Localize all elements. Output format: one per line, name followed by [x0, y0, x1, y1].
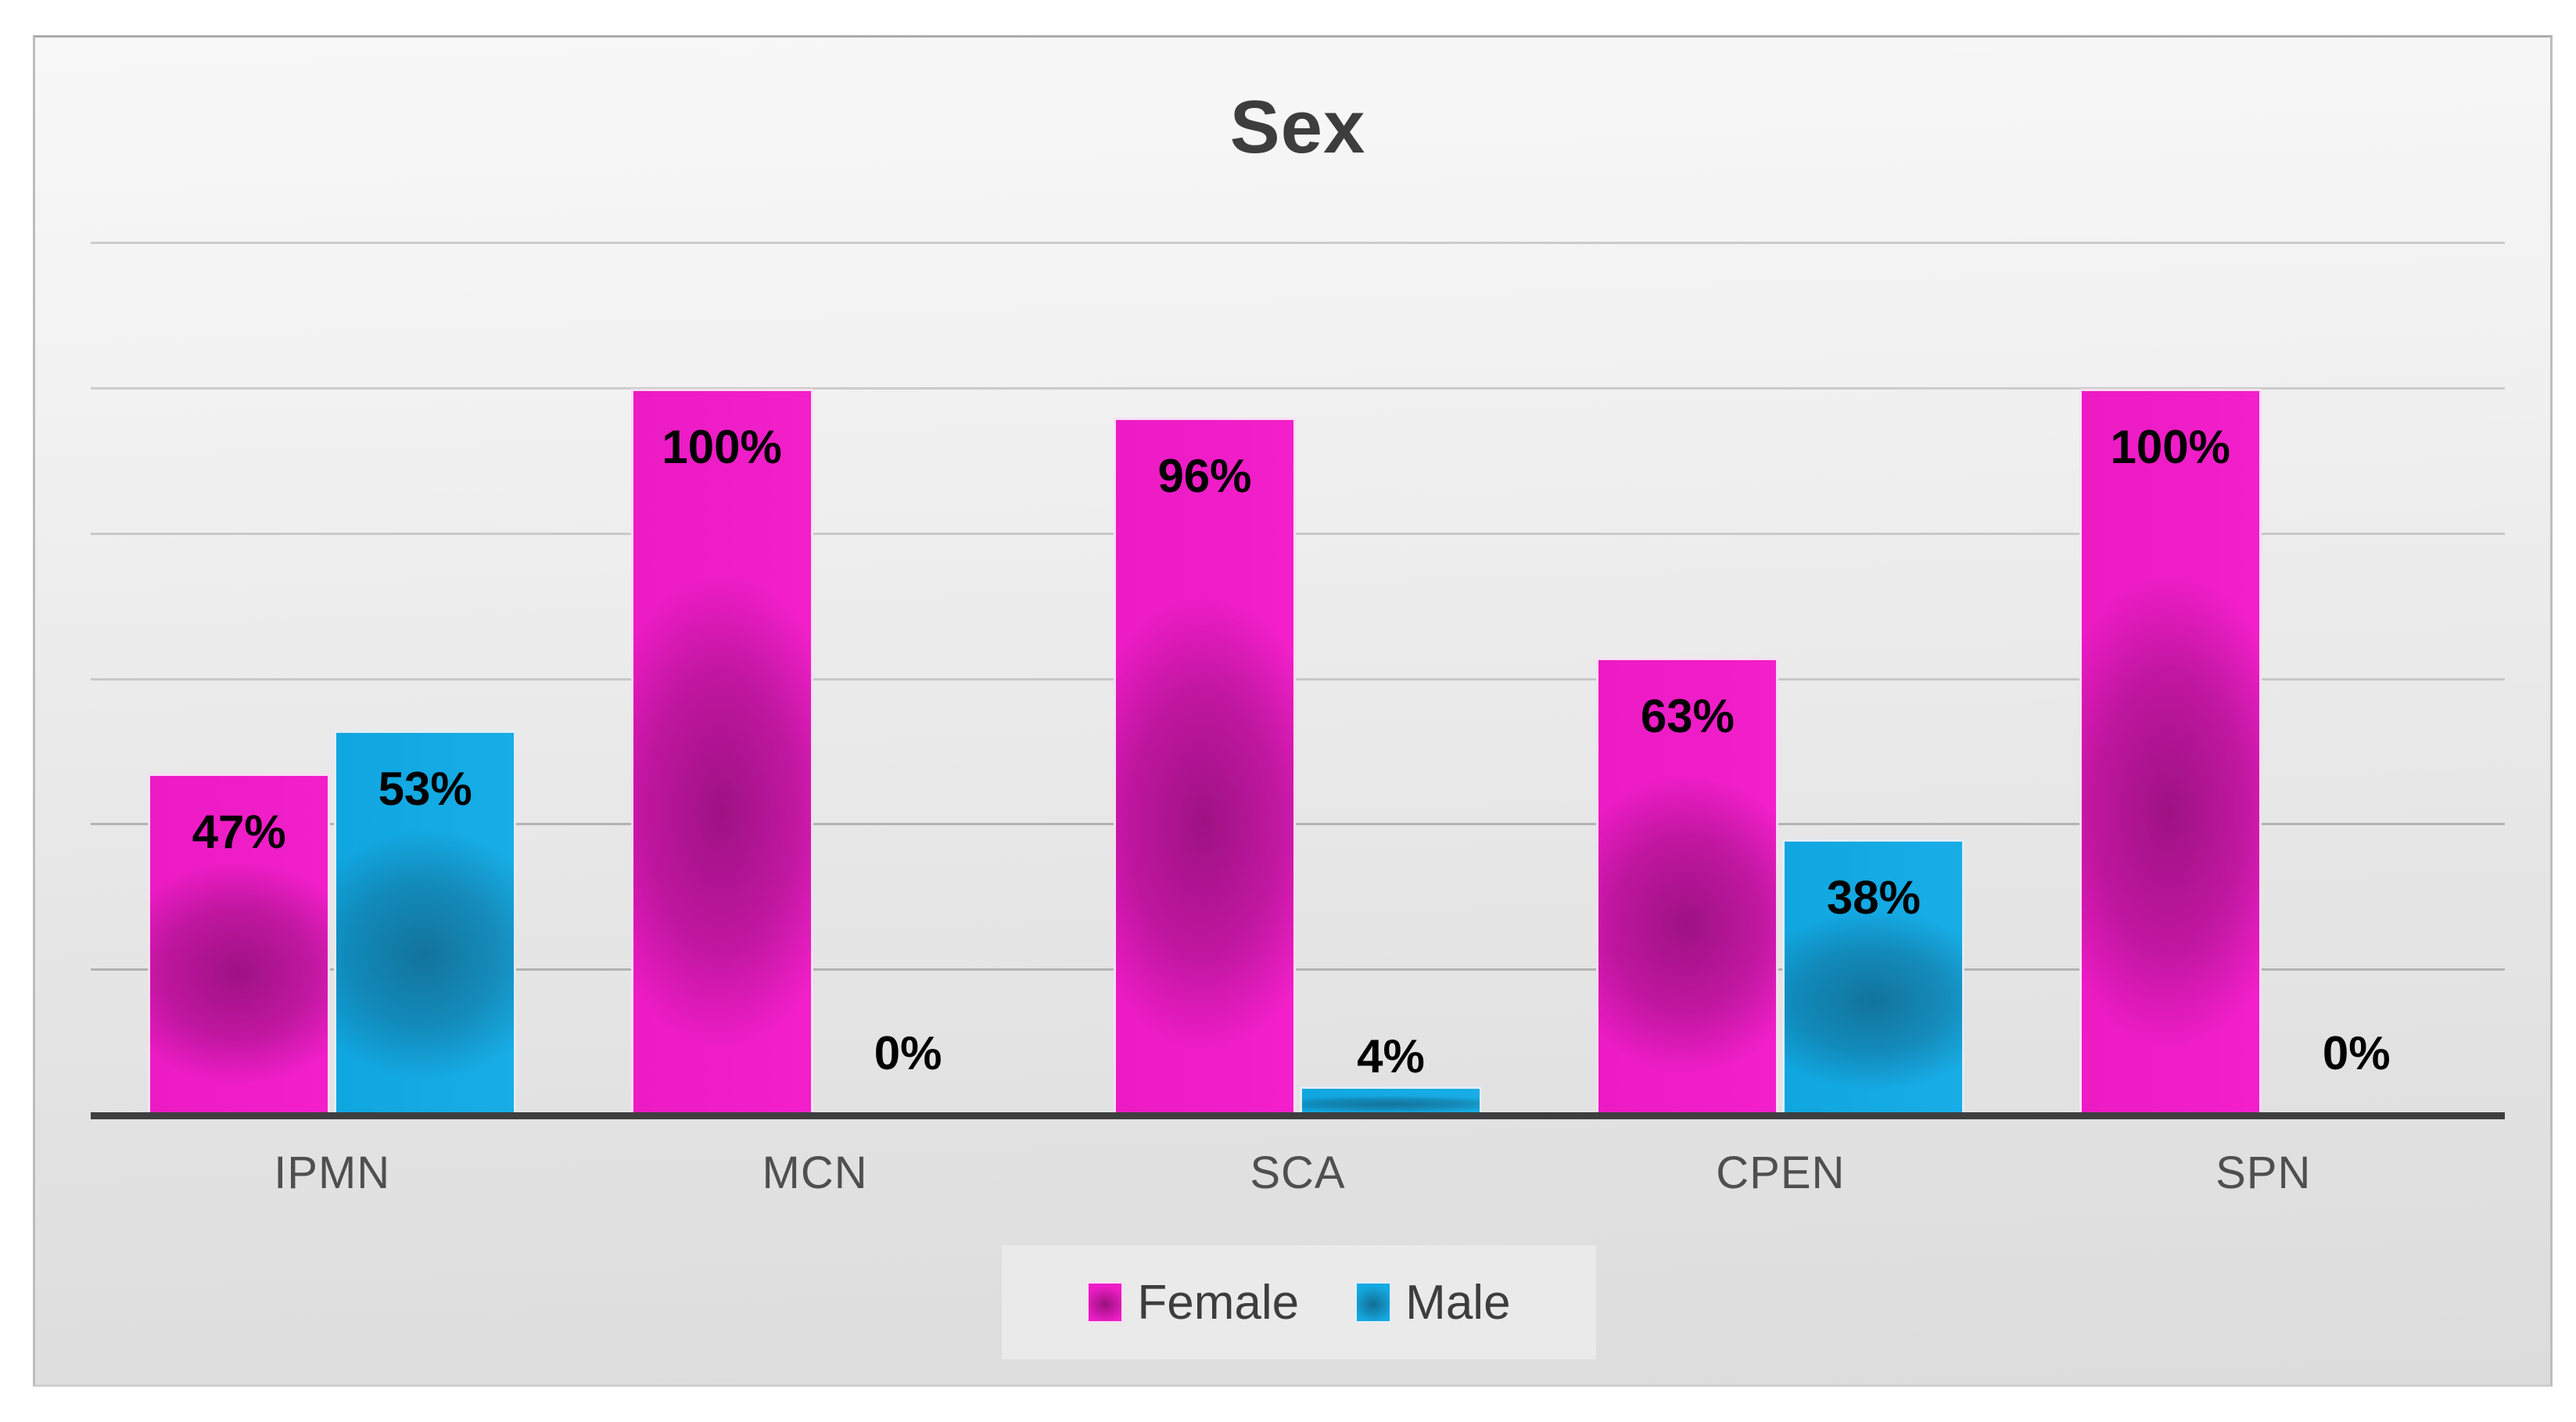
bar-female-SPN — [2079, 388, 2262, 1115]
value-label-male-MCN: 0% — [874, 1027, 942, 1079]
bar-slot-male-MCN: 0% — [817, 243, 999, 1115]
plot-area: 47% 53% 100% 0% 96% 4% 63% 38% 100% 0% — [91, 242, 2505, 1119]
bar-female-IPMN — [148, 774, 331, 1115]
legend-item-male: Male — [1355, 1275, 1511, 1330]
bar-group-IPMN: 47% 53% — [91, 243, 573, 1115]
bar-slot-female-MCN: 100% — [630, 243, 813, 1115]
bar-male-CPEN — [1782, 838, 1965, 1115]
chart-title: Sex — [1229, 85, 1366, 169]
bar-slot-female-CPEN: 63% — [1596, 243, 1779, 1115]
chart-container: Sex 47% 53% 100% 0% 96% 4% 63% 38% 100% 0% IPMN MC… — [33, 35, 2553, 1387]
value-label-female-SPN: 100% — [2110, 420, 2231, 473]
legend-female-label: Female — [1137, 1275, 1300, 1330]
bar-group-CPEN: 63% 38% — [1539, 243, 2022, 1115]
value-label-male-SPN: 0% — [2322, 1027, 2391, 1079]
value-label-female-CPEN: 63% — [1640, 689, 1735, 742]
x-axis-label-SCA: SCA — [1250, 1147, 1346, 1198]
bar-male-IPMN — [334, 730, 517, 1115]
bar-slot-male-SPN: 0% — [2266, 243, 2448, 1115]
x-axis-labels: IPMN MCN SCA CPEN SPN — [91, 1147, 2505, 1199]
gridline-80 — [91, 532, 2505, 535]
bar-group-MCN: 100% 0% — [573, 243, 1056, 1115]
value-label-male-CPEN: 38% — [1826, 871, 1921, 924]
value-label-male-IPMN: 53% — [378, 762, 472, 815]
x-axis-label-MCN: MCN — [762, 1147, 868, 1198]
x-axis-label-CPEN: CPEN — [1716, 1147, 1846, 1198]
legend-female-swatch — [1087, 1282, 1124, 1323]
bar-slot-female-SCA: 96% — [1113, 243, 1296, 1115]
x-axis-label-IPMN: IPMN — [274, 1147, 391, 1198]
x-axis-line — [91, 1112, 2505, 1119]
legend: Female Male — [1002, 1245, 1596, 1359]
bar-slot-male-SCA: 4% — [1299, 243, 1482, 1115]
bar-group-SPN: 100% 0% — [2022, 243, 2505, 1115]
bar-female-MCN — [630, 388, 813, 1115]
bar-slot-female-SPN: 100% — [2079, 243, 2262, 1115]
gridline-60 — [91, 677, 2505, 680]
bar-group-SCA: 96% 4% — [1057, 243, 1539, 1115]
gridline-120 — [91, 242, 2505, 244]
bar-male-SCA — [1299, 1086, 1482, 1115]
bar-slot-female-IPMN: 47% — [148, 243, 331, 1115]
legend-male-label: Male — [1405, 1275, 1511, 1330]
bar-female-CPEN — [1596, 657, 1779, 1115]
x-axis-label-SPN: SPN — [2215, 1147, 2312, 1198]
gridline-100 — [91, 386, 2505, 390]
gridline-40 — [91, 823, 2505, 826]
legend-item-female: Female — [1087, 1275, 1299, 1330]
gridline-20 — [91, 968, 2505, 971]
value-label-male-SCA: 4% — [1357, 1029, 1425, 1083]
value-label-female-SCA: 96% — [1157, 450, 1252, 502]
bar-slot-male-CPEN: 38% — [1782, 243, 1965, 1115]
legend-male-swatch — [1355, 1282, 1392, 1323]
bar-slot-male-IPMN: 53% — [334, 243, 517, 1115]
value-label-female-MCN: 100% — [662, 420, 782, 473]
bar-female-SCA — [1113, 418, 1296, 1115]
value-label-female-IPMN: 47% — [192, 806, 286, 859]
